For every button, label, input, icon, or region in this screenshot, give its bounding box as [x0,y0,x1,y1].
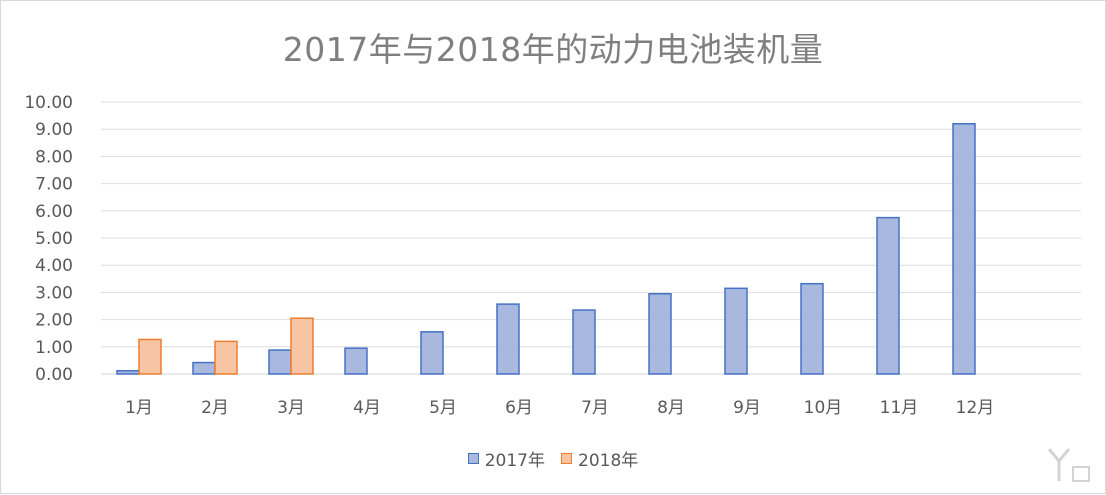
x-tick-label: 8月 [657,398,685,418]
y-tick-label: 6.00 [35,202,73,222]
x-tick-label: 1月 [125,398,153,418]
x-tick-label: 5月 [429,398,457,418]
x-tick-label: 12月 [956,398,995,418]
y-tick-label: 9.00 [35,120,73,140]
watermark-logo-icon [1047,448,1090,482]
bar [800,282,824,375]
bar [572,309,596,375]
x-tick-label: 9月 [733,398,761,418]
bar [138,338,162,375]
bar [420,331,444,375]
bar [268,349,292,375]
bar [724,287,748,375]
bar [192,361,216,375]
x-tick-label: 10月 [804,398,843,418]
x-tick-label: 6月 [505,398,533,418]
x-tick-label: 2月 [201,398,229,418]
y-tick-label: 10.00 [24,93,73,113]
y-tick-label: 2.00 [35,311,73,331]
legend: 2017年 2018年 [1,446,1105,471]
bar [952,123,976,375]
bar [214,340,238,375]
y-tick-label: 3.00 [35,283,73,303]
x-tick-label: 7月 [581,398,609,418]
legend-label-2017: 2017年 [484,451,545,471]
bar [116,369,140,375]
legend-item-2018: 2018年 [561,446,638,471]
y-tick-label: 0.00 [35,365,73,385]
bar [290,317,314,375]
x-tick-label: 3月 [277,398,305,418]
chart-title: 2017年与2018年的动力电池装机量 [282,30,824,69]
bar [344,347,368,375]
legend-label-2018: 2018年 [578,451,639,471]
y-tick-label: 8.00 [35,147,73,167]
legend-item-2017: 2017年 [467,446,545,471]
y-tick-label: 1.00 [35,338,73,358]
bar [876,216,900,375]
y-tick-label: 4.00 [35,256,73,276]
x-tick-label: 11月 [880,398,919,418]
x-tick-label: 4月 [353,398,381,418]
y-tick-label: 5.00 [35,229,73,249]
y-tick-label: 7.00 [35,175,73,195]
bar [496,303,520,375]
bar [648,293,672,375]
legend-swatch-2017 [467,453,479,464]
legend-swatch-2018 [561,453,572,464]
